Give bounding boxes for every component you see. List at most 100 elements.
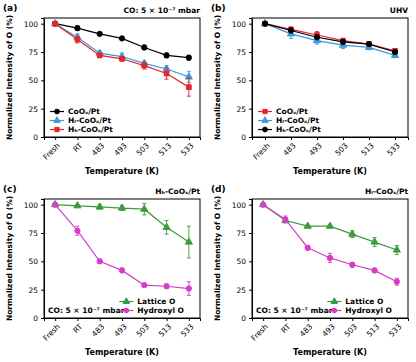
- x-tick: 493: [320, 318, 337, 339]
- x-tick: 493: [112, 137, 129, 158]
- y-tick: 25: [28, 105, 44, 114]
- error-bar: [350, 262, 354, 267]
- error-bar: [142, 62, 146, 69]
- y-tick-label: 50: [236, 76, 246, 85]
- x-tick-label: RT: [71, 322, 84, 335]
- plot: 0255075100Fresh483493503513533Normalized…: [211, 3, 409, 176]
- legend-entry: Lattice O: [119, 297, 175, 306]
- legend-marker: [124, 308, 129, 313]
- legend-entry: CoOₓ/Pt: [50, 107, 100, 116]
- panel-title: (a): [3, 3, 17, 13]
- marker-point: [53, 21, 58, 26]
- x-tick: RT: [71, 137, 84, 154]
- marker-point: [164, 71, 169, 76]
- legend-marker: [331, 298, 337, 304]
- series-line: [55, 24, 189, 87]
- x-tick: 503: [333, 137, 350, 158]
- series-line: [55, 24, 189, 58]
- x-tick-label: 493: [112, 322, 129, 339]
- legend: CoOₓ/PtHₗ-CoOₓ/PtHₕ-CoOₓ/Pt: [258, 107, 321, 134]
- y-tick-label: 25: [28, 286, 38, 295]
- legend-marker: [54, 117, 60, 123]
- marker-point: [288, 28, 293, 33]
- y-tick: 100: [24, 201, 44, 210]
- x-tick-label: 503: [134, 322, 151, 339]
- error-bar: [75, 26, 79, 31]
- panel: 0255075100Fresh483493503513533Normalized…: [211, 3, 409, 176]
- marker-point: [372, 268, 377, 273]
- marks: [52, 20, 193, 97]
- legend-marker: [55, 109, 60, 114]
- error-bar: [328, 253, 332, 262]
- marker-point: [142, 63, 147, 68]
- series-line: [263, 205, 397, 282]
- series: [52, 201, 193, 258]
- marker-point: [393, 246, 400, 252]
- marker-point: [340, 39, 345, 44]
- marks: [260, 201, 401, 286]
- x-tick: 493: [307, 137, 324, 158]
- y-axis-title: Normalized Intensity of O (%): [5, 15, 14, 140]
- marker-point: [392, 49, 397, 54]
- annotation: CO: 5 × 10⁻⁷ mbar: [256, 306, 333, 315]
- x-tick: 503: [134, 137, 151, 158]
- x-tick-label: 513: [359, 141, 376, 158]
- marker-point: [141, 205, 148, 211]
- legend-label: Lattice O: [137, 297, 175, 306]
- x-axis: Fresh483493503513533: [251, 137, 408, 162]
- marker-point: [119, 36, 124, 41]
- annotation: CO: 5 × 10⁻⁷ mbar: [124, 6, 201, 15]
- error-bar: [341, 40, 345, 45]
- y-tick: 50: [236, 257, 252, 266]
- x-tick: Fresh: [41, 318, 62, 343]
- y-tick-label: 25: [236, 286, 246, 295]
- y-tick: 0: [33, 133, 44, 142]
- legend: Lattice OHydroxyl O: [327, 297, 392, 315]
- x-axis-title: Temperature (K): [293, 348, 367, 357]
- y-tick: 75: [236, 48, 252, 57]
- legend-entry: Hydroxyl O: [327, 306, 392, 315]
- legend-entry: Hₗ-CoOₓ/Pt: [258, 116, 319, 125]
- plot: 0255075100FreshRT483493503513533Normaliz…: [3, 3, 201, 176]
- x-tick-label: 533: [387, 322, 404, 339]
- y-tick-label: 100: [232, 20, 247, 29]
- x-tick-label: 533: [179, 322, 196, 339]
- error-bar: [120, 57, 124, 62]
- x-tick-label: 513: [365, 322, 382, 339]
- legend-label: Hₗ-CoOₓ/Pt: [276, 116, 319, 125]
- x-tick-label: 503: [342, 322, 359, 339]
- legend-marker: [332, 308, 337, 313]
- annotation: Hₗ-CoOₓ/Pt: [365, 187, 408, 196]
- x-tick-label: 483: [281, 141, 298, 158]
- x-axis-title: Temperature (K): [85, 348, 159, 357]
- y-tick: 50: [236, 76, 252, 85]
- x-tick-label: Fresh: [41, 141, 62, 162]
- marker-point: [187, 85, 192, 90]
- panel-title: (b): [211, 3, 226, 13]
- x-tick: 513: [365, 318, 382, 339]
- y-tick: 75: [28, 48, 44, 57]
- error-bar: [98, 53, 102, 58]
- x-tick: Fresh: [251, 137, 272, 162]
- marks: [52, 201, 193, 296]
- x-axis: FreshRT483493503513533: [249, 318, 408, 343]
- x-tick: 533: [179, 137, 196, 158]
- x-tick-label: 493: [320, 322, 337, 339]
- legend-marker: [55, 127, 59, 131]
- series: [260, 202, 399, 285]
- y-tick-label: 50: [236, 257, 246, 266]
- marker-point: [164, 284, 169, 289]
- y-axis-title: Normalized Intensity of O (%): [213, 15, 222, 140]
- y-tick-label: 100: [232, 201, 247, 210]
- marks: [261, 20, 398, 58]
- legend-entry: Lattice O: [327, 297, 383, 306]
- panel-title: (c): [3, 184, 17, 194]
- y-tick-label: 0: [241, 133, 246, 142]
- series: [52, 202, 191, 295]
- series: [53, 21, 191, 96]
- x-tick-label: RT: [279, 322, 292, 335]
- plot: 0255075100FreshRT483493503513533Normaliz…: [3, 184, 201, 357]
- marker-point: [283, 217, 288, 222]
- series-line: [265, 24, 395, 51]
- error-bar: [367, 42, 371, 47]
